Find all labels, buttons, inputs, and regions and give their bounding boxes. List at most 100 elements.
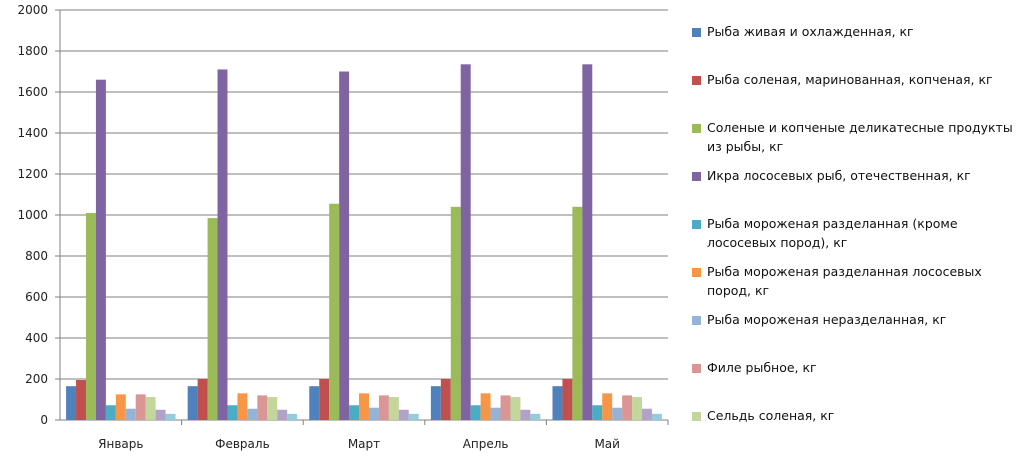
y-tick-label-7: 1400: [17, 126, 48, 140]
bar-3-5: [480, 393, 491, 420]
x-tick-label-3: Апрель: [463, 437, 509, 451]
bar-2-9: [398, 409, 409, 420]
bar-1-5: [237, 393, 248, 420]
x-tick-label-2: Март: [348, 437, 380, 451]
bar-4-5: [602, 393, 613, 420]
bar-1-8: [267, 397, 278, 420]
legend-label-5: Рыба мороженая разделанная лососевых пор…: [707, 264, 982, 298]
legend-label-4: Рыба мороженая разделанная (кроме лососе…: [707, 216, 958, 250]
y-tick-label-10: 2000: [17, 3, 48, 17]
y-tick-label-0: 0: [40, 413, 48, 427]
bar-1-0: [187, 386, 198, 420]
bar-2-3: [339, 71, 350, 420]
bar-0-2: [85, 212, 96, 420]
bar-0-7: [135, 394, 146, 420]
bar-3-9: [520, 409, 531, 420]
y-tick-label-1: 200: [25, 372, 48, 386]
bar-0-4: [105, 405, 116, 420]
bar-1-7: [257, 395, 268, 420]
legend-label-2: Соленые и копченые деликатесные продукты…: [707, 120, 1013, 154]
bar-2-5: [359, 393, 369, 420]
legend-swatch-8: [692, 412, 701, 421]
bar-3-10: [530, 413, 541, 420]
y-tick-label-2: 400: [25, 331, 48, 345]
legend-label-0: Рыба живая и охлажденная, кг: [707, 24, 914, 39]
bar-3-4: [470, 405, 481, 420]
legend-label-7: Филе рыбное, кг: [707, 360, 817, 375]
bar-0-3: [95, 79, 106, 420]
bar-4-4: [592, 405, 603, 420]
bar-1-9: [277, 409, 288, 420]
legend-label-1: Рыба соленая, маринованная, копченая, кг: [707, 72, 993, 87]
bar-2-10: [408, 413, 419, 420]
legend-swatch-6: [692, 316, 701, 325]
legend-swatch-7: [692, 364, 701, 373]
legend-item-4: Рыба мороженая разделанная (кроме лососе…: [692, 214, 1022, 252]
x-tick-label-0: Январь: [98, 437, 143, 451]
legend-item-5: Рыба мороженая разделанная лососевых пор…: [692, 262, 1022, 300]
x-tick-label-4: Май: [594, 437, 620, 451]
y-tick-label-3: 600: [25, 290, 48, 304]
legend-item-7: Филе рыбное, кг: [692, 358, 1022, 377]
chart-plot: 0 200 400 600 800 1000 1200 1400 1600 1800 2000 Янв…: [17, 3, 669, 451]
bar-0-8: [145, 397, 156, 420]
y-tick-label-4: 800: [25, 249, 48, 263]
legend-swatch-0: [692, 28, 701, 37]
legend-item-8: Сельдь соленая, кг: [692, 406, 1022, 425]
bar-3-7: [500, 395, 511, 420]
bar-3-0: [430, 386, 441, 420]
x-tick-label-1: Февраль: [215, 437, 270, 451]
bar-4-1: [562, 379, 573, 420]
bar-4-10: [651, 413, 662, 420]
bar-0-0: [66, 386, 77, 420]
bar-1-1: [197, 379, 208, 420]
bar-1-4: [227, 405, 238, 420]
bar-3-3: [460, 64, 471, 420]
legend-item-1: Рыба соленая, маринованная, копченая, кг: [692, 70, 1022, 89]
bar-2-6: [368, 407, 379, 420]
bar-4-0: [552, 386, 563, 420]
bar-2-8: [388, 397, 399, 420]
bar-0-5: [115, 394, 126, 420]
bar-3-8: [510, 397, 521, 420]
bar-2-7: [378, 395, 389, 420]
bar-3-2: [450, 206, 461, 420]
legend: Рыба живая и охлажденная, кг Рыба солена…: [692, 14, 1022, 454]
legend-swatch-5: [692, 268, 701, 277]
bar-0-10: [165, 413, 176, 420]
legend-item-3: Икра лососевых рыб, отечественная, кг: [692, 166, 1022, 185]
legend-item-0: Рыба живая и охлажденная, кг: [692, 22, 1022, 41]
bar-2-1: [319, 379, 330, 420]
legend-item-6: Рыба мороженая неразделанная, кг: [692, 310, 1022, 329]
bar-4-2: [572, 206, 583, 420]
bar-1-6: [247, 408, 258, 420]
bar-1-2: [207, 218, 218, 420]
bar-4-8: [632, 397, 643, 420]
y-tick-label-5: 1000: [17, 208, 48, 222]
y-tick-label-6: 1200: [17, 167, 48, 181]
bar-1-10: [287, 413, 298, 420]
bar-0-6: [125, 408, 136, 420]
bar-3-1: [440, 379, 451, 420]
legend-label-3: Икра лососевых рыб, отечественная, кг: [707, 168, 971, 183]
bar-1-3: [217, 69, 228, 420]
bar-0-1: [76, 380, 86, 420]
y-tick-label-9: 1800: [17, 44, 48, 58]
legend-swatch-2: [692, 124, 701, 133]
legend-swatch-3: [692, 172, 701, 181]
legend-label-8: Сельдь соленая, кг: [707, 408, 835, 423]
legend-label-6: Рыба мороженая неразделанная, кг: [707, 312, 947, 327]
legend-swatch-1: [692, 76, 701, 85]
bar-4-6: [612, 407, 623, 420]
legend-item-2: Соленые и копченые деликатесные продукты…: [692, 118, 1022, 156]
y-tick-label-8: 1600: [17, 85, 48, 99]
bar-4-7: [622, 395, 633, 420]
legend-swatch-4: [692, 220, 701, 229]
bar-4-9: [642, 408, 652, 420]
bar-0-9: [155, 409, 166, 420]
bar-3-6: [490, 407, 501, 420]
bar-4-3: [582, 64, 593, 420]
bar-2-0: [309, 386, 320, 420]
bar-2-4: [349, 405, 360, 420]
bar-2-2: [329, 203, 340, 420]
